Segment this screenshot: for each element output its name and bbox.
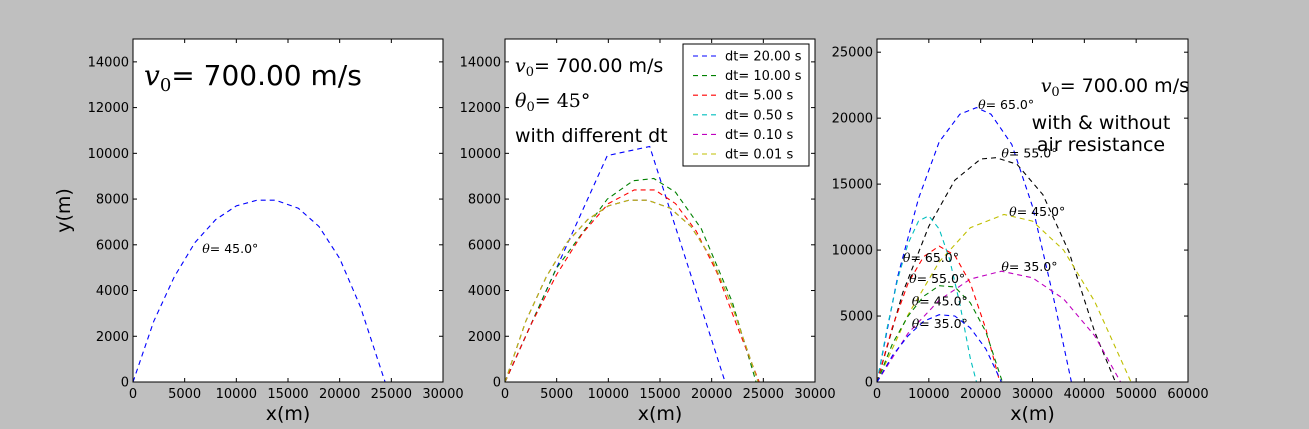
y-tick-label: 4000	[468, 284, 501, 299]
chart-subtitle-line1: with & without	[1032, 112, 1171, 134]
series-line-3	[505, 189, 760, 382]
x-tick-label: 15000	[639, 387, 680, 402]
annotation-label: θ= 45.0°	[202, 241, 258, 256]
y-tick-label: 8000	[468, 193, 501, 208]
chart-title: v0= 700.00 m/s	[1041, 75, 1189, 100]
series-line-7	[877, 285, 1003, 382]
legend-box	[682, 43, 810, 167]
chart-title: v0= 700.00 m/s	[515, 55, 663, 80]
y-tick-label: 15000	[832, 178, 873, 193]
theta-label: θ0= 45°	[515, 90, 590, 115]
y-tick-label: 10000	[832, 244, 873, 259]
x-tick-label: 0	[501, 387, 509, 402]
x-tick-label: 50000	[1115, 387, 1156, 402]
y-tick-label: 5000	[840, 310, 873, 325]
x-tick-label: 30000	[1012, 387, 1053, 402]
plot-area	[133, 39, 443, 382]
legend-entry: dt= 20.00 s	[725, 50, 802, 65]
chart-panel-3: 0 10000 20000 30000 40000 50000 60000 0 5000 1000…	[832, 38, 1209, 425]
y-axis-label: y(m)	[53, 188, 75, 233]
y-tick-label: 14000	[88, 55, 129, 70]
series-line-1	[505, 145, 726, 382]
x-tick-label: 15000	[267, 387, 308, 402]
x-tick-label: 25000	[371, 387, 412, 402]
x-tick-label: 0	[129, 387, 137, 402]
plot-area	[877, 39, 1188, 382]
series-line-8	[877, 314, 1002, 382]
x-axis-label: x(m)	[1010, 403, 1055, 425]
y-tick-label: 2000	[96, 330, 129, 345]
x-tick-label: 10000	[588, 387, 629, 402]
legend: dt= 20.00 s dt= 10.00 s dt= 5.00 s dt= 0.50…	[682, 43, 810, 167]
y-tick-label: 6000	[96, 238, 129, 253]
y-tick-label: 14000	[460, 55, 501, 70]
annotation-label: θ= 35.0°	[1001, 259, 1057, 274]
chart-subtitle-line2: air resistance	[1037, 134, 1165, 156]
legend-entry: dt= 0.50 s	[725, 108, 793, 123]
series-line-6	[877, 245, 1001, 382]
y-tick-label: 2000	[468, 330, 501, 345]
series-line-2	[505, 177, 757, 382]
annotation-label: θ= 65.0°	[978, 97, 1034, 112]
series-line-2	[877, 157, 1116, 382]
annotation-label: θ= 45.0°	[1009, 204, 1065, 219]
y-tick-label: 25000	[832, 46, 873, 61]
y-tick-label: 20000	[832, 112, 873, 127]
series-line-3	[877, 213, 1132, 382]
x-axis-label: x(m)	[638, 403, 683, 425]
chart-title: v0= 700.00 m/s	[144, 59, 362, 96]
chart-subtitle: with different dt	[515, 125, 668, 147]
x-tick-label: 0	[873, 387, 881, 402]
x-tick-label: 30000	[794, 387, 835, 402]
annotation-label: θ= 45.0°	[912, 293, 968, 308]
annotation-label: θ= 55.0°	[909, 271, 965, 286]
x-tick-label: 5000	[540, 387, 573, 402]
annotation-label: θ= 35.0°	[912, 316, 968, 331]
legend-entry: dt= 5.00 s	[725, 89, 793, 104]
x-tick-label: 10000	[908, 387, 949, 402]
y-tick-label: 0	[493, 376, 501, 391]
y-tick-label: 10000	[88, 147, 129, 162]
x-tick-label: 20000	[960, 387, 1001, 402]
series-line-1	[877, 107, 1072, 382]
chart-panel-1: 0 5000 10000 15000 20000 25000 30000 0 2000 4000 6…	[53, 38, 464, 425]
annotation-label: θ= 65.0°	[903, 250, 959, 265]
series-line-4	[877, 270, 1122, 382]
x-tick-label: 30000	[422, 387, 463, 402]
x-tick-label: 60000	[1167, 387, 1208, 402]
x-tick-label: 10000	[216, 387, 257, 402]
y-tick-label: 4000	[96, 284, 129, 299]
x-tick-label: 40000	[1064, 387, 1105, 402]
y-tick-label: 8000	[96, 193, 129, 208]
y-tick-label: 6000	[468, 238, 501, 253]
x-axis-label: x(m)	[266, 403, 311, 425]
y-tick-label: 12000	[460, 101, 501, 116]
y-tick-label: 12000	[88, 101, 129, 116]
y-tick-label: 10000	[460, 147, 501, 162]
x-tick-label: 20000	[319, 387, 360, 402]
x-tick-label: 20000	[691, 387, 732, 402]
x-tick-label: 25000	[743, 387, 784, 402]
annotation-label: θ= 55.0°	[1001, 146, 1057, 161]
chart-panel-2: 0 5000 10000 15000 20000 25000 30000 0 2000 4000 6…	[460, 38, 836, 425]
legend-entry: dt= 0.01 s	[725, 148, 793, 163]
x-tick-label: 5000	[168, 387, 201, 402]
y-tick-label: 0	[121, 376, 129, 391]
legend-entry: dt= 10.00 s	[725, 69, 802, 84]
y-tick-label: 0	[865, 376, 873, 391]
legend-entry: dt= 0.10 s	[725, 128, 793, 143]
